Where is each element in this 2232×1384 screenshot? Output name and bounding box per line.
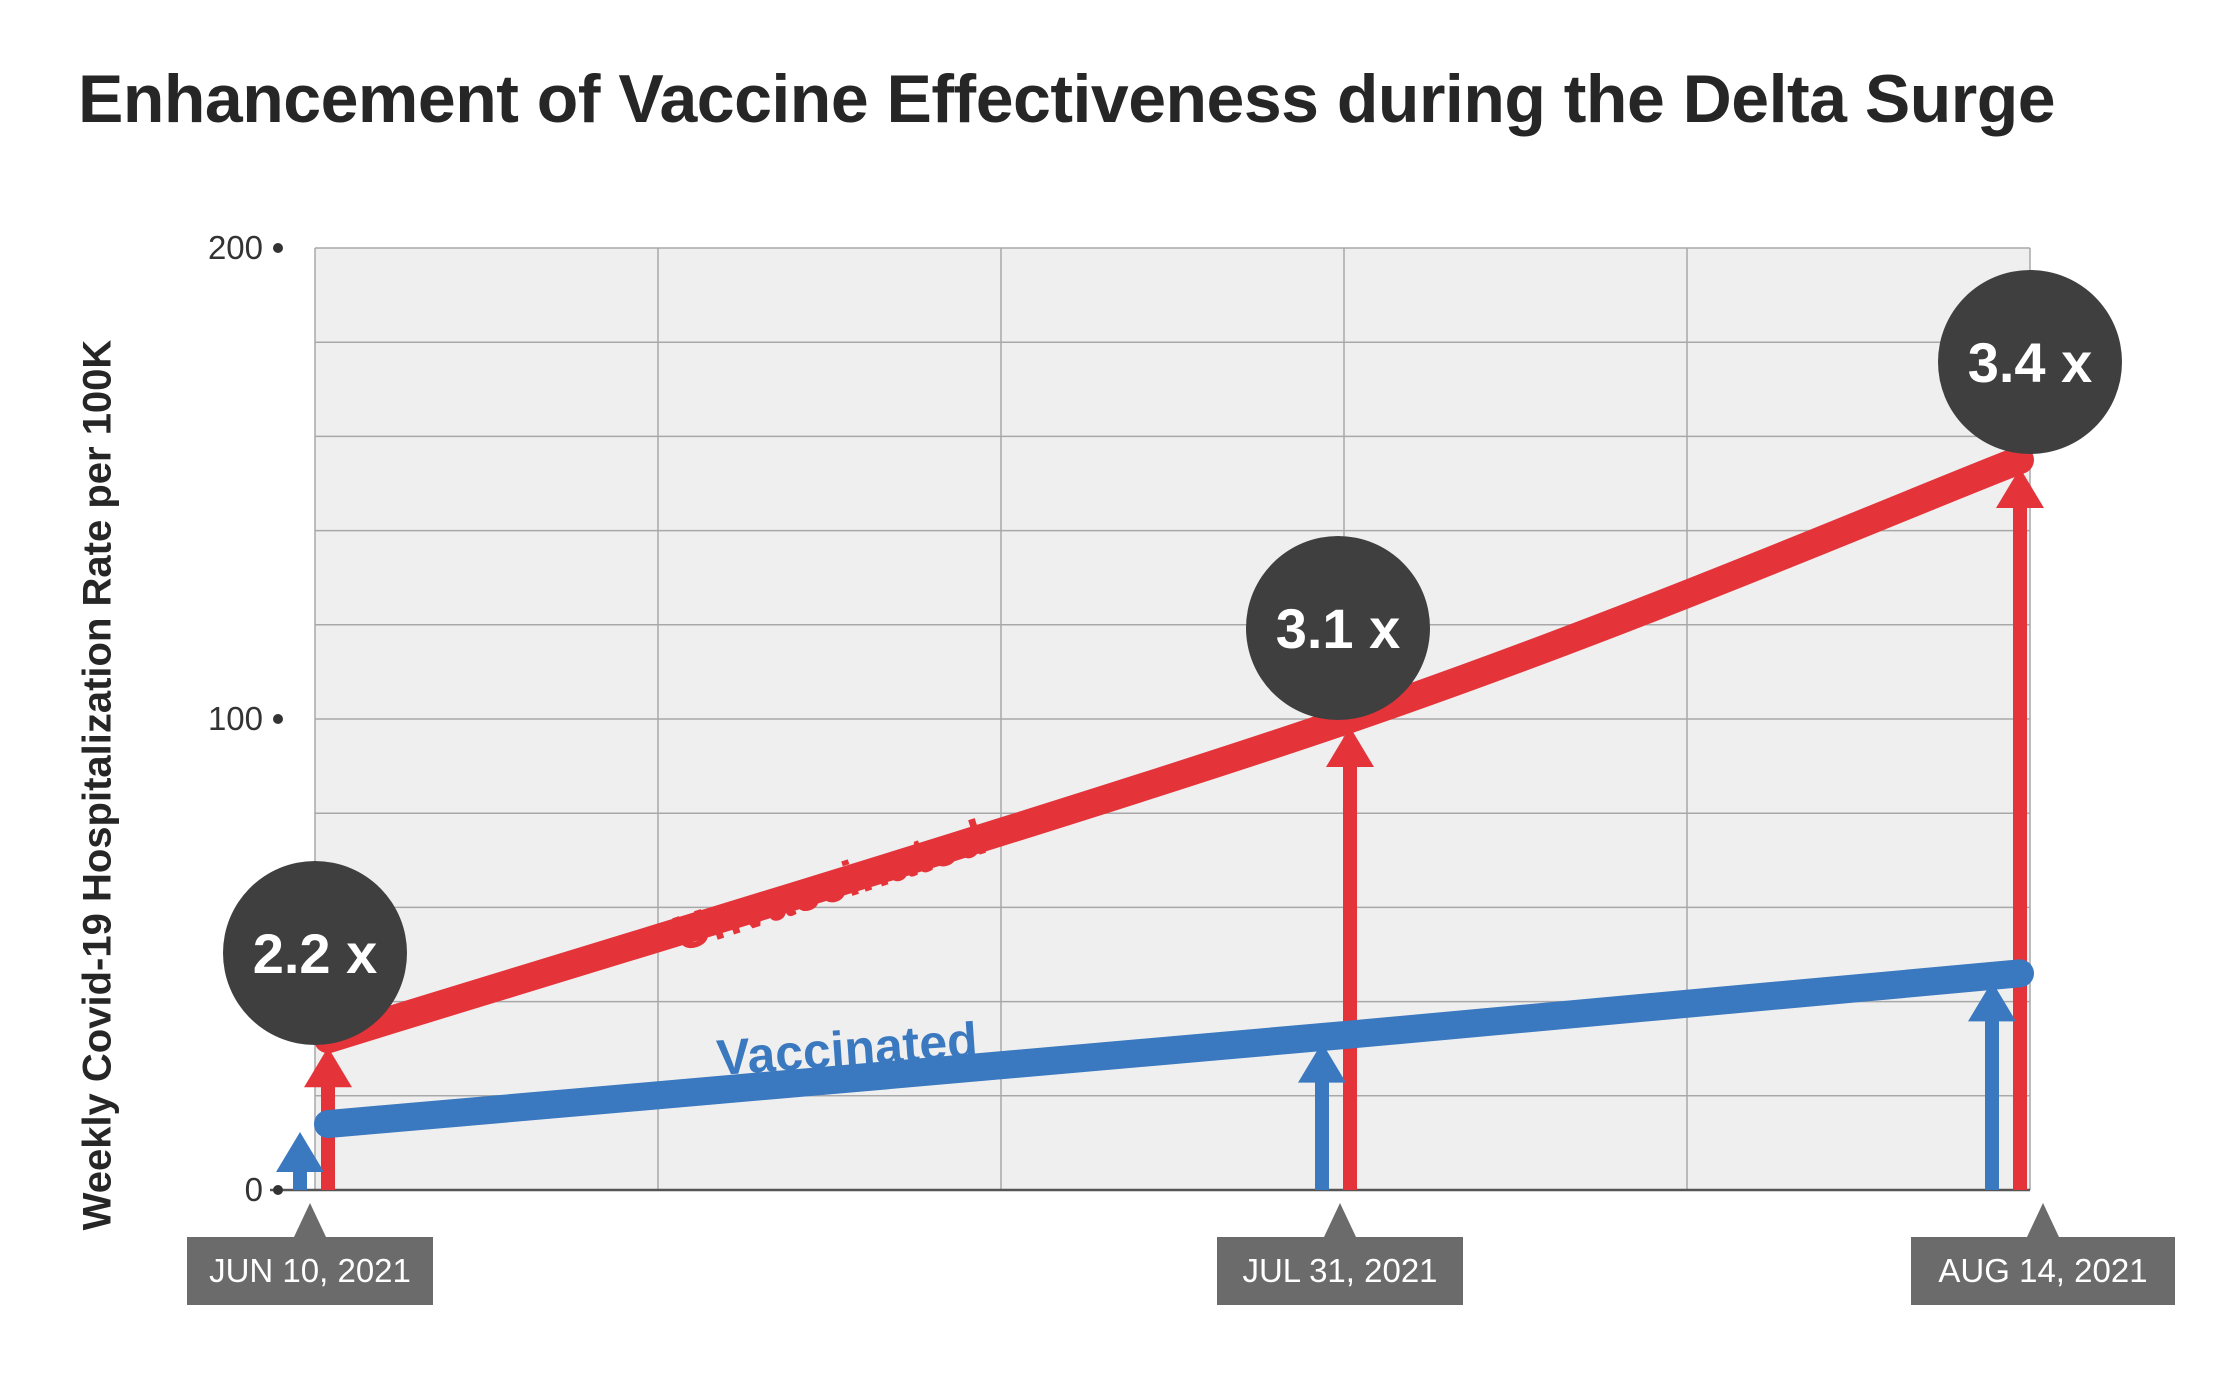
vaccinated-arrow <box>1298 1042 1346 1190</box>
y-tick-label: 0 <box>245 1171 263 1208</box>
ratio-badge-label: 3.1 x <box>1276 597 1401 660</box>
vaccinated-arrow <box>276 1132 324 1190</box>
x-date-label-text: JUN 10, 2021 <box>209 1252 411 1289</box>
unvaccinated-line <box>314 445 2034 1054</box>
x-date-label-text: JUL 31, 2021 <box>1242 1252 1437 1289</box>
x-date-label: AUG 14, 2021 <box>1911 1203 2175 1305</box>
ratio-badge: 3.1 x <box>1246 536 1430 720</box>
y-tick-label: 200 <box>208 229 263 266</box>
ratio-badge-label: 2.2 x <box>253 922 378 985</box>
y-tick-label: 100 <box>208 700 263 737</box>
y-tick-dot <box>273 1185 283 1195</box>
x-date-label: JUN 10, 2021 <box>187 1203 433 1305</box>
ratio-badge: 3.4 x <box>1938 270 2122 454</box>
unvaccinated-arrow <box>1326 727 1374 1190</box>
y-tick-dot <box>273 243 283 253</box>
ratio-badge-label: 3.4 x <box>1968 331 2093 394</box>
y-tick-dot <box>273 714 283 724</box>
x-date-label: JUL 31, 2021 <box>1217 1203 1463 1305</box>
unvaccinated-arrow <box>1996 467 2044 1190</box>
vaccinated-arrow <box>1968 981 2016 1190</box>
x-date-label-text: AUG 14, 2021 <box>1938 1252 2147 1289</box>
vaccinated-line <box>314 959 2034 1139</box>
ratio-badge: 2.2 x <box>223 861 407 1045</box>
chart-title: Enhancement of Vaccine Effectiveness dur… <box>78 61 2056 137</box>
